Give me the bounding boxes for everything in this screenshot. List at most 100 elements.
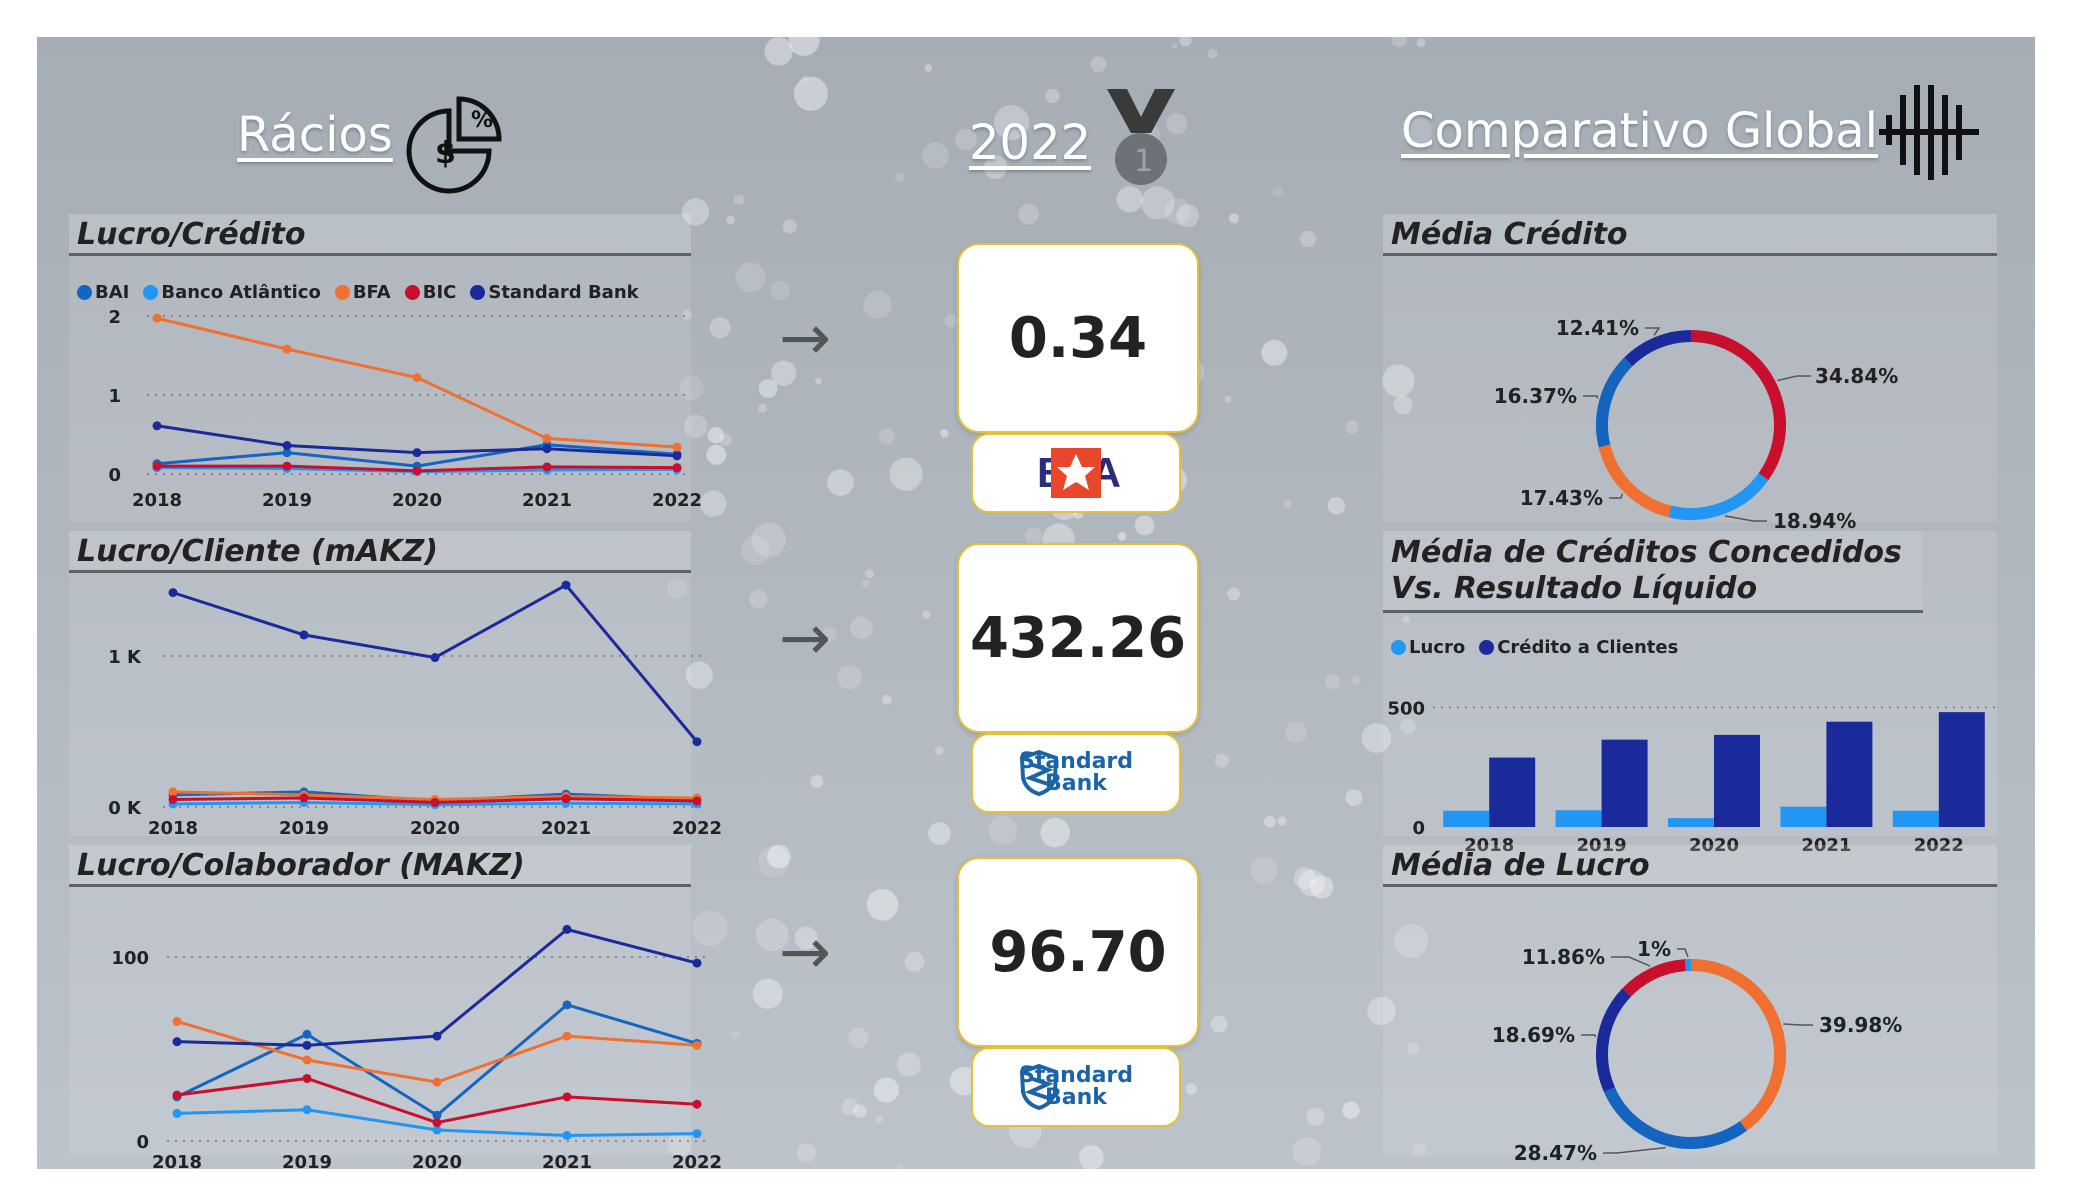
x-tick-label: 2019 (262, 490, 312, 511)
bg-dot (735, 262, 766, 293)
bar (1601, 739, 1648, 827)
y-tick-label: 100 (111, 948, 149, 969)
svg-text:1: 1 (1134, 144, 1153, 179)
donut-slice (1598, 444, 1672, 518)
bg-dot (709, 317, 731, 339)
data-point (302, 1029, 312, 1039)
data-point (672, 451, 682, 461)
bg-dot (767, 844, 791, 869)
shield-icon (1019, 749, 1059, 797)
bg-dot (876, 1116, 883, 1123)
legend-label: Standard Bank (488, 282, 639, 303)
bar (1714, 734, 1760, 827)
bg-dot (1367, 996, 1396, 1026)
arrow-right-icon: → (779, 301, 831, 374)
legend-item: Banco Atlântico (143, 282, 321, 303)
leader-line (1724, 515, 1767, 522)
panel-lucro-cliente: Lucro/Cliente (mAKZ) 0 K 1 K 2018 2019 2020 2… (69, 531, 722, 839)
panel-media-credito: Média Crédito 34.84% 18.94% 17.43% 16.37% 12… (1383, 214, 1997, 533)
bg-dot (1306, 1107, 1325, 1126)
legend-label: BFA (352, 282, 391, 303)
sb-line2: Bank (1045, 1085, 1107, 1110)
slice-label: 12.41% (1556, 316, 1639, 340)
data-point (168, 588, 178, 598)
bg-dot (1416, 38, 1426, 48)
percent-pie-icon: % $ (406, 96, 502, 194)
shield-icon (1019, 1063, 1059, 1111)
kpi-card-1: 0.34 (957, 243, 1199, 433)
data-point (692, 1099, 702, 1109)
bg-dot (755, 918, 789, 952)
data-point (430, 653, 440, 663)
slice-label: 34.84% (1815, 364, 1898, 388)
bg-dot (1391, 37, 1407, 47)
x-tick-label: 2019 (282, 1152, 332, 1169)
legend-label: BAI (95, 282, 130, 303)
leader-line (1581, 1034, 1597, 1038)
legend-item: Crédito a Clientes (1479, 637, 1678, 658)
bg-dot (928, 822, 951, 845)
data-point (561, 580, 571, 590)
slice-label: 28.47% (1514, 1141, 1597, 1165)
data-point (562, 1000, 572, 1010)
data-point (168, 787, 178, 797)
legend-item: BIC (404, 282, 456, 303)
data-point (692, 958, 702, 968)
bg-dot (1210, 1015, 1228, 1033)
leader-line (1777, 375, 1811, 382)
bg-dot (1345, 789, 1363, 807)
leader-line (1609, 493, 1624, 499)
standard-bank-logo: Standard Bank (971, 733, 1181, 813)
bg-dot (1399, 718, 1416, 735)
slice-label: 39.98% (1819, 1013, 1902, 1037)
x-tick-label: 2019 (1577, 835, 1627, 856)
bg-dot (1327, 497, 1346, 515)
bg-dot (1045, 88, 1060, 104)
panel-lucro-colaborador: Lucro/Colaborador (MAKZ) 0 100 2018 2019 202… (69, 845, 722, 1169)
data-point (692, 737, 702, 747)
legend-item: BFA (334, 282, 391, 303)
bg-dot (733, 194, 745, 206)
donut-slice (1624, 330, 1692, 367)
bg-dot (1345, 420, 1359, 434)
bg-dot (1134, 515, 1155, 536)
bg-dot (873, 1077, 899, 1103)
donut-chart-media-credito: 34.84% 18.94% 17.43% 16.37% 12.41% (1494, 316, 1899, 533)
bg-dot (749, 589, 768, 609)
bg-dot (800, 75, 810, 84)
data-point (542, 462, 552, 472)
bg-dot (1090, 56, 1107, 73)
y-tick-label: 0 (136, 1132, 149, 1153)
legend-swatch (404, 285, 420, 300)
bar (1489, 757, 1536, 827)
bg-dot (667, 1132, 693, 1157)
y-tick-label: 500 (1387, 698, 1425, 719)
slice-label: 16.37% (1494, 384, 1577, 408)
bar (1938, 712, 1985, 827)
data-point (282, 461, 292, 471)
legend-item: Standard Bank (470, 282, 639, 303)
data-point (299, 793, 309, 803)
data-point (152, 421, 162, 431)
donut-slice (1622, 959, 1686, 997)
series-line (176, 927, 698, 1047)
bg-dot (1284, 721, 1308, 744)
bg-dot (731, 1030, 740, 1039)
x-tick-label: 2020 (412, 1152, 462, 1169)
bg-dot (853, 1104, 867, 1118)
bg-dot (1040, 817, 1071, 848)
donut-slice (1690, 330, 1786, 481)
y-tick-label: 1 (108, 386, 121, 407)
legend-label: Crédito a Clientes (1497, 637, 1679, 658)
bar (1443, 810, 1490, 827)
leader-line (1583, 395, 1599, 399)
legend-swatch (334, 285, 350, 300)
bg-dot (1250, 857, 1278, 885)
bg-dot (719, 433, 733, 447)
data-point (542, 433, 552, 443)
bg-dot (1382, 364, 1415, 397)
bg-dot (1224, 395, 1232, 403)
bg-dot (685, 661, 713, 689)
bg-dot (794, 926, 818, 950)
bg-dot (726, 215, 736, 225)
